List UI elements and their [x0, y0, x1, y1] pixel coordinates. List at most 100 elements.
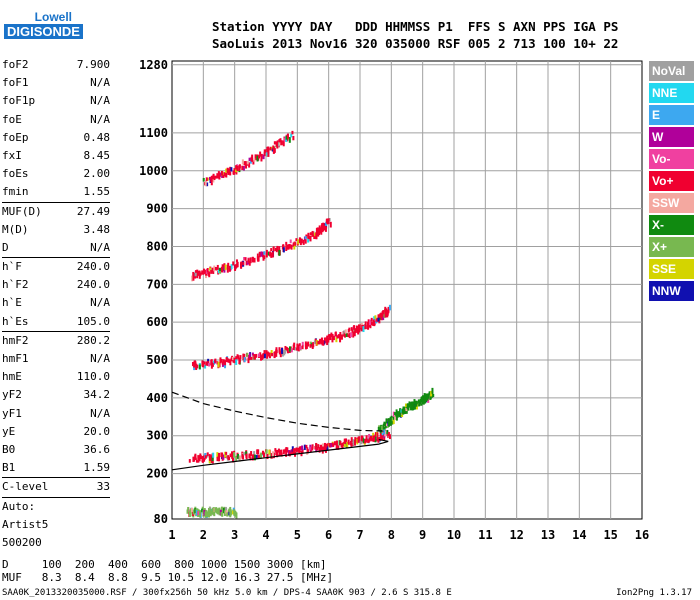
- echo-point: [309, 344, 312, 348]
- y-tick-label: 900: [146, 202, 168, 216]
- echo-point: [285, 451, 288, 457]
- echo-point: [368, 319, 371, 326]
- echo-point: [293, 342, 296, 348]
- echo-point: [272, 145, 275, 150]
- echo-point: [319, 227, 322, 232]
- echo-point: [313, 340, 316, 344]
- echo-point: [276, 143, 279, 149]
- echo-point: [320, 337, 323, 342]
- echo-point: [250, 156, 253, 161]
- echo-point: [320, 229, 323, 235]
- echo-point: [309, 232, 312, 236]
- echo-point: [343, 330, 346, 335]
- param-row: C-level 33: [2, 477, 110, 496]
- echo-point: [343, 332, 346, 338]
- echo-point: [192, 274, 195, 281]
- echo-point: [360, 435, 363, 442]
- echo-point: [235, 259, 238, 263]
- echo-point: [311, 231, 314, 237]
- echo-point: [253, 158, 256, 162]
- y-tick-label: 1000: [139, 164, 168, 178]
- echo-point: [206, 182, 209, 187]
- param-value: N/A: [90, 240, 110, 254]
- echo-point: [194, 508, 197, 513]
- echo-point: [384, 312, 387, 318]
- echo-point: [366, 321, 369, 328]
- param-name: foF1p: [2, 94, 36, 108]
- echo-point: [357, 437, 360, 443]
- echo-point: [202, 177, 205, 182]
- echo-point: [392, 411, 395, 417]
- echo-point: [210, 508, 213, 513]
- echo-point: [392, 418, 395, 425]
- echo-point: [233, 357, 236, 364]
- echo-point: [274, 448, 277, 452]
- echo-point: [301, 341, 304, 347]
- echo-point: [408, 401, 411, 406]
- echo-point: [388, 421, 391, 427]
- param-row: B0 36.6: [2, 441, 110, 459]
- echo-point: [350, 440, 353, 446]
- param-name: yF2: [2, 388, 22, 402]
- echo-point: [291, 446, 294, 452]
- echo-point: [228, 508, 231, 515]
- param-name: Artist5: [2, 517, 49, 531]
- echo-point: [216, 264, 219, 270]
- echo-point: [292, 135, 295, 141]
- echo-point: [272, 147, 275, 154]
- echo-point: [240, 263, 243, 269]
- echo-point: [282, 140, 285, 147]
- param-value: 0.48: [83, 130, 111, 144]
- echo-point: [210, 455, 213, 459]
- echo-point: [356, 438, 359, 445]
- echo-point: [307, 238, 310, 243]
- echo-point: [304, 236, 307, 240]
- echo-point: [285, 135, 288, 140]
- echo-point: [198, 455, 201, 462]
- echo-point: [207, 508, 210, 513]
- echo-point: [374, 315, 377, 319]
- echo-point: [295, 238, 298, 242]
- echo-point: [226, 167, 229, 174]
- echo-point: [336, 335, 339, 339]
- echo-point: [360, 439, 363, 445]
- param-row: foE N/A: [2, 111, 110, 129]
- echo-point: [257, 455, 260, 459]
- echo-point: [223, 510, 226, 517]
- echo-point: [345, 438, 348, 445]
- param-value: 240.0: [76, 260, 110, 274]
- echo-point: [430, 390, 433, 397]
- echo-point: [235, 359, 238, 365]
- echo-point: [395, 409, 398, 416]
- echo-point: [344, 438, 347, 442]
- echo-point: [217, 171, 220, 176]
- param-name: B0: [2, 442, 16, 456]
- param-name: h`E: [2, 296, 22, 310]
- param-row: Artist5: [2, 516, 110, 534]
- echo-point: [229, 453, 232, 458]
- x-tick-label: 12: [509, 528, 523, 542]
- echo-point: [217, 452, 220, 459]
- echo-point: [370, 317, 373, 322]
- echo-point: [362, 326, 365, 333]
- echo-point: [324, 225, 327, 232]
- echo-point: [415, 402, 418, 407]
- param-value: 105.0: [76, 314, 110, 328]
- echo-point: [278, 140, 281, 146]
- param-row: 500200: [2, 534, 110, 552]
- echo-point: [223, 263, 226, 269]
- echo-point: [325, 221, 328, 227]
- param-value: N/A: [90, 94, 110, 108]
- echo-point: [198, 364, 201, 370]
- echo-point: [376, 432, 379, 438]
- echo-point: [214, 358, 217, 363]
- echo-point: [263, 255, 266, 260]
- param-row: fmin 1.55: [2, 183, 110, 201]
- echo-point: [216, 509, 219, 515]
- echo-point: [195, 509, 198, 516]
- echo-point: [259, 151, 262, 157]
- legend-item-vo: Vo-: [649, 149, 694, 169]
- echo-point: [354, 328, 357, 333]
- param-name: foE: [2, 112, 22, 126]
